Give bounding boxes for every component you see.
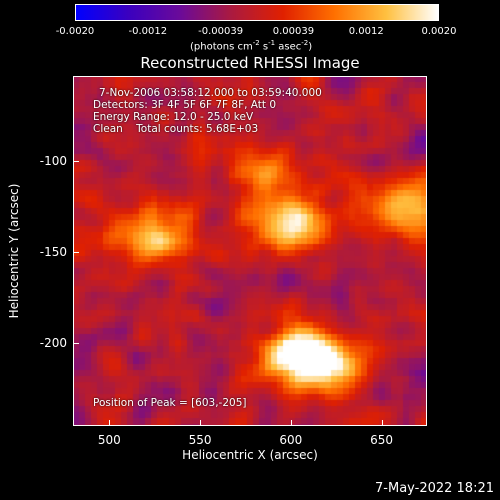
plot-frame: [73, 76, 427, 426]
x-tick-label: 600: [279, 433, 303, 447]
x-tick-label: 650: [370, 433, 394, 447]
colorbar-tick-label: -0.00039: [198, 26, 244, 37]
y-tick-label: -100: [39, 154, 67, 169]
heatmap-plot: [73, 76, 427, 426]
x-tick-mark: [109, 420, 111, 426]
x-axis-label: Heliocentric X (arcsec): [182, 448, 318, 462]
y-tick-label: -200: [39, 335, 67, 350]
y-tick-label: -150: [39, 244, 67, 259]
x-tick-mark: [381, 420, 383, 426]
colorbar-tick-label: -0.0020: [55, 26, 95, 37]
annotation-detectors: Detectors: 3F 4F 5F 6F 7F 8F, Att 0: [93, 99, 277, 111]
colorbar-tick-label: -0.0012: [128, 26, 168, 37]
colorbar-units: (photons cm-2 s-1 asec-2): [190, 39, 313, 53]
colorbar: [75, 4, 439, 21]
chart-title: Reconstructed RHESSI Image: [140, 54, 360, 72]
colorbar-tick-label: 0.00039: [272, 26, 315, 37]
heatmap-canvas: [73, 76, 427, 426]
y-tick-mark: [73, 251, 79, 253]
x-tick-mark: [200, 420, 202, 426]
datestamp: 7-May-2022 18:21: [375, 481, 494, 496]
colorbar-tick-label: 0.0020: [421, 26, 457, 37]
annotation-peak: Position of Peak = [603,-205]: [93, 397, 247, 409]
y-tick-mark: [73, 342, 79, 344]
annotation-clean: Clean Total counts: 5.68E+03: [93, 123, 259, 135]
annotation-time: 7-Nov-2006 03:58:12.000 to 03:59:40.000: [99, 87, 322, 99]
x-tick-mark: [290, 420, 292, 426]
x-tick-label: 500: [97, 433, 121, 447]
colorbar-tick-label: 0.0012: [348, 26, 384, 37]
x-tick-label: 550: [188, 433, 212, 447]
annotation-energy: Energy Range: 12.0 - 25.0 keV: [93, 111, 254, 123]
y-axis-label: Heliocentric Y (arcsec): [7, 183, 21, 319]
y-tick-mark: [73, 161, 79, 163]
